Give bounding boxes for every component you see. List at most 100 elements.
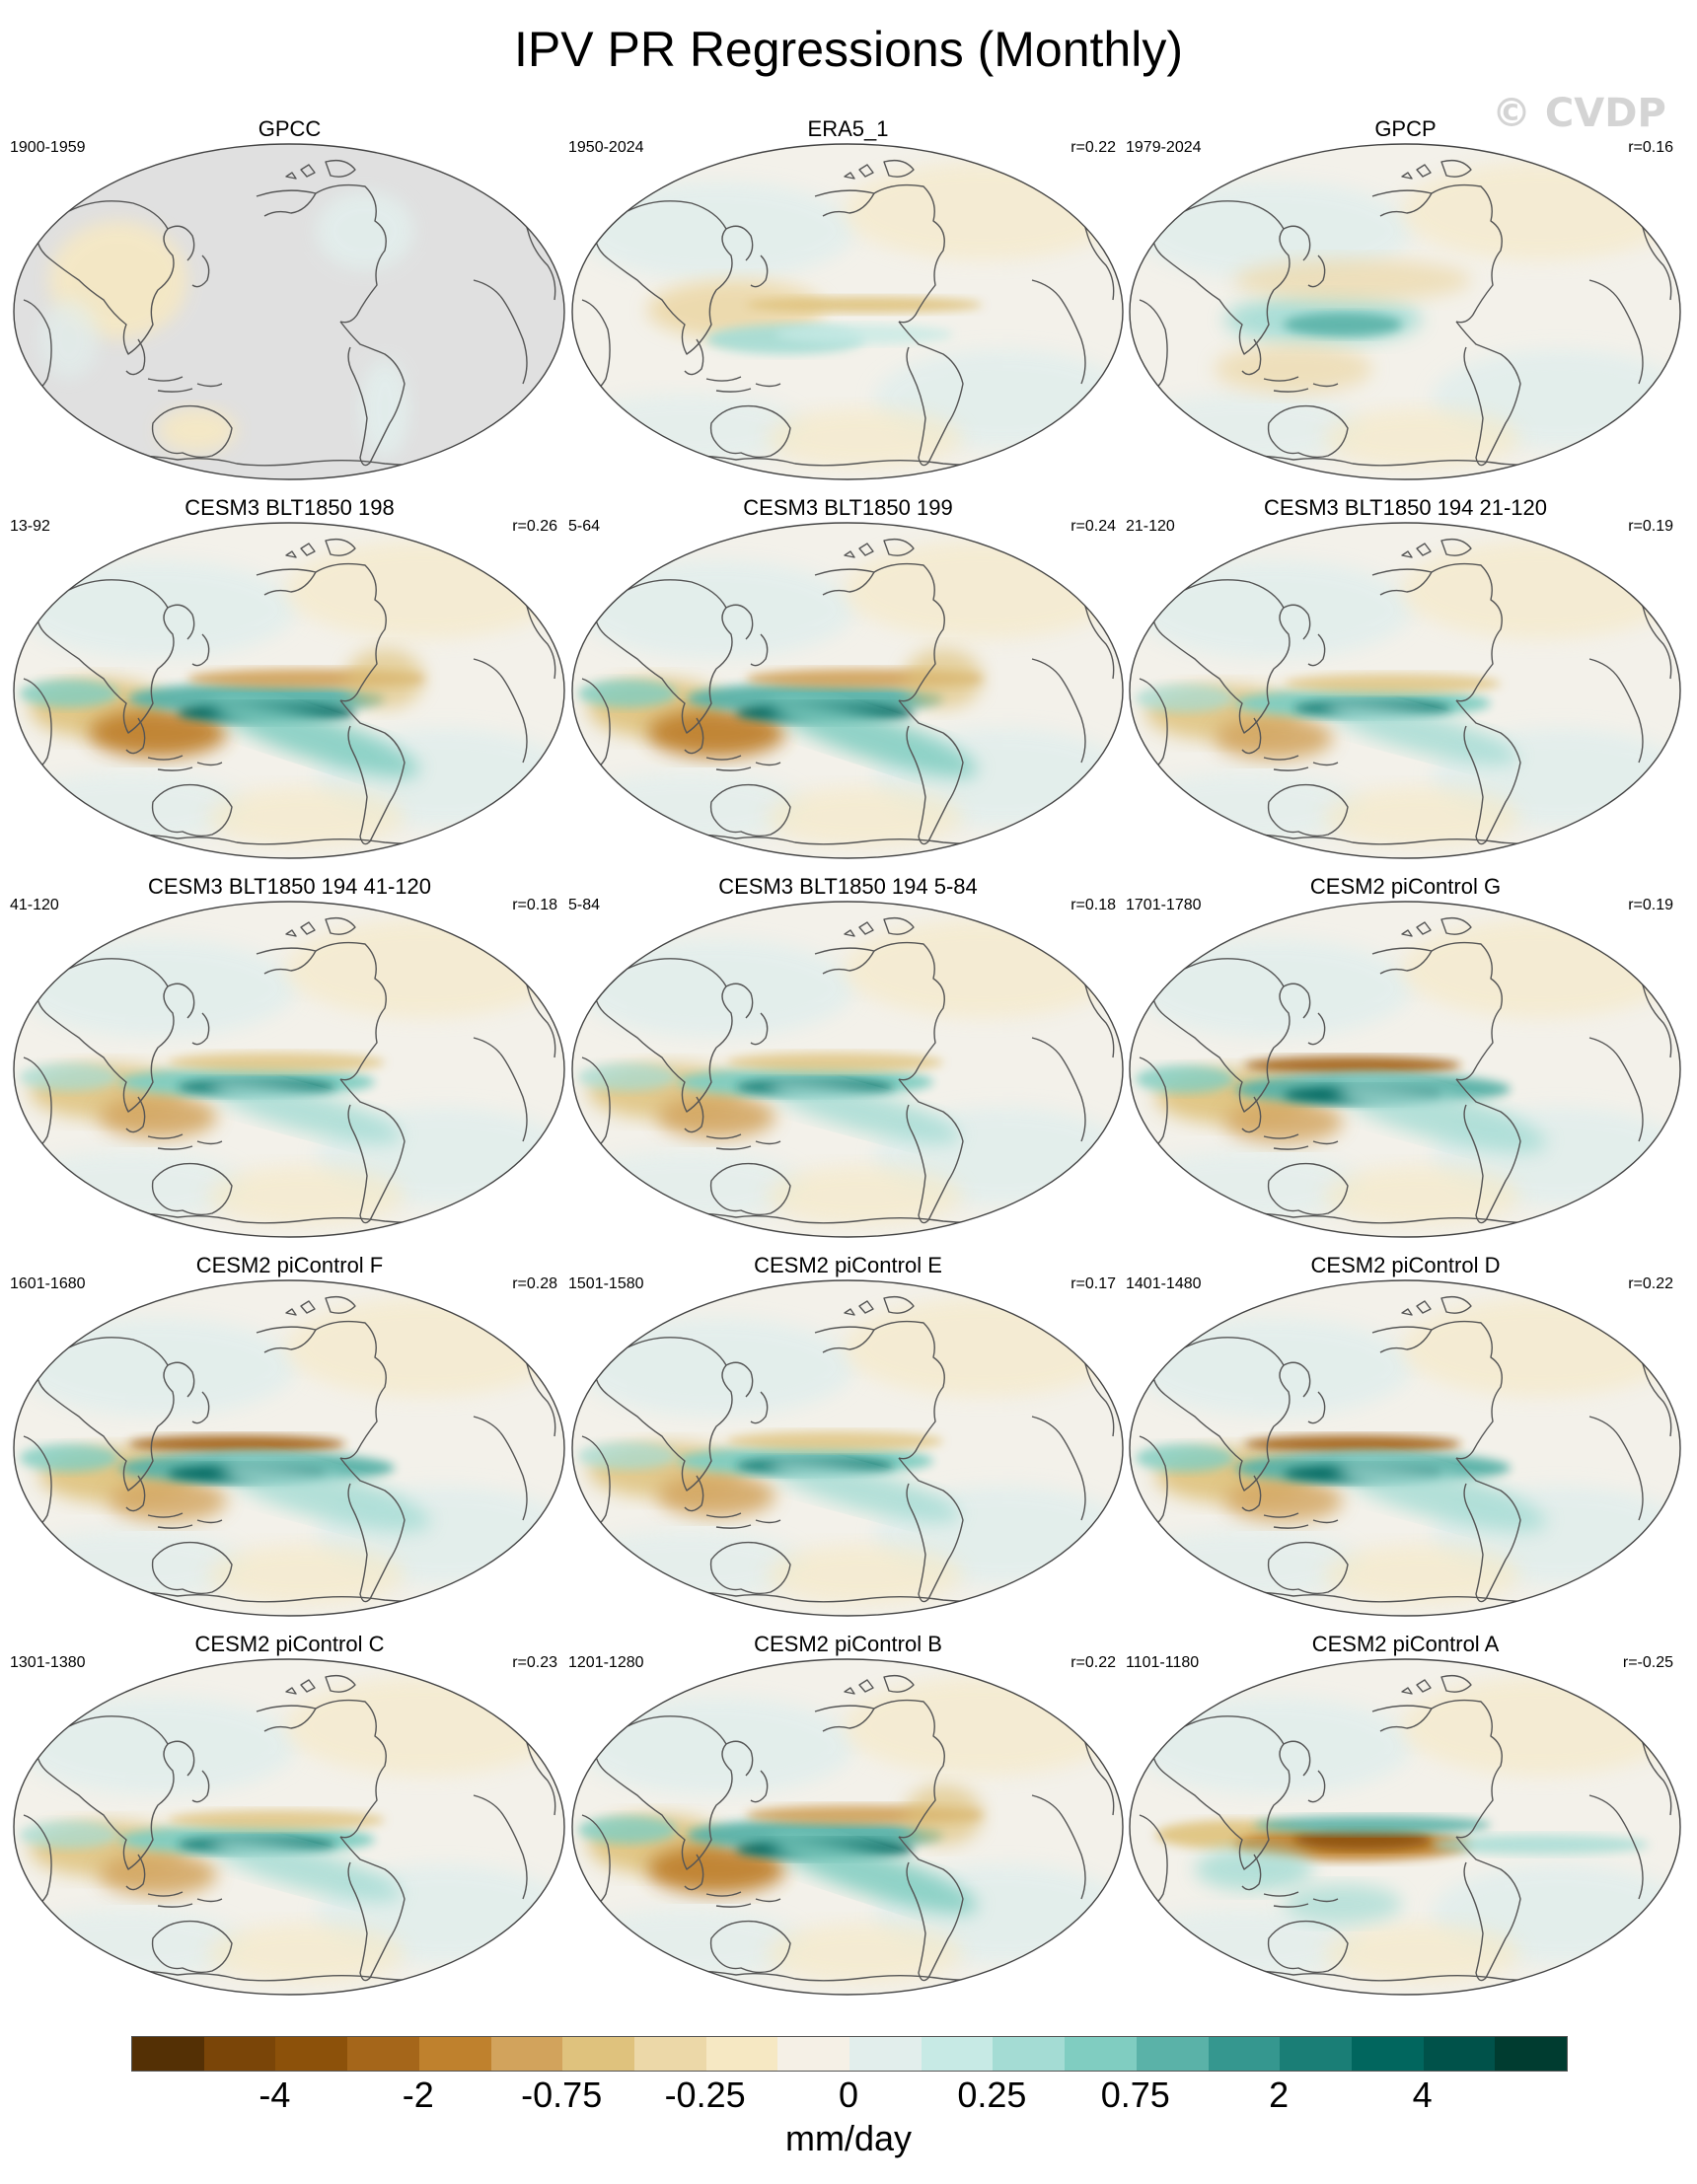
map-panel: CESM3 BLT1850 194 21-120 21-120 r=0.19: [1126, 495, 1685, 865]
panel-title: CESM2 piControl E: [754, 1253, 942, 1277]
precip-anomaly: [39, 300, 99, 379]
cvdp-watermark: © CVDP: [1492, 91, 1666, 136]
colorbar-units: mm/day: [784, 2118, 913, 2158]
map-border: [13, 901, 565, 1238]
panel-years: 1950-2024: [568, 139, 644, 156]
regression-map: [1129, 1279, 1681, 1617]
precip-anomaly: [1234, 258, 1471, 302]
regression-map: [13, 522, 565, 859]
colorbar-swatch: [1495, 2037, 1568, 2071]
precip-anomaly: [1224, 1100, 1343, 1143]
colorbar-swatch: [1136, 2037, 1209, 2071]
colorbar-tick-label: 4: [1412, 2075, 1433, 2115]
precip-anomaly: [746, 297, 983, 313]
precip-anomaly: [578, 560, 854, 659]
colorbar-swatch: [993, 2037, 1066, 2071]
panel-years: 5-64: [568, 518, 601, 535]
panel-title: CESM2 piControl F: [195, 1253, 384, 1277]
precip-anomaly: [1195, 1848, 1313, 1891]
precip-anomaly: [578, 1442, 677, 1470]
precip-anomaly: [578, 182, 854, 280]
precip-anomaly: [1402, 1298, 1678, 1397]
colorbar-swatch: [490, 2037, 563, 2071]
precip-anomaly: [20, 939, 296, 1038]
panel-correlation: r=0.19: [1628, 518, 1673, 535]
regression-map: [571, 1279, 1124, 1617]
precip-anomaly: [220, 1459, 431, 1532]
precip-anomaly: [345, 649, 424, 708]
precip-anomaly: [1244, 1056, 1461, 1074]
map-panel: ERA5_1 1950-2024 r=0.22: [568, 116, 1128, 486]
panel-correlation: r=0.28: [512, 1275, 557, 1292]
panel-correlation: r=0.22: [1628, 1275, 1673, 1292]
precip-anomaly: [168, 1810, 385, 1830]
precip-anomaly: [1402, 919, 1678, 1018]
precip-anomaly: [210, 1837, 402, 1902]
map-panel: GPCP 1979-2024 r=0.16: [1126, 116, 1685, 486]
precip-anomaly: [1402, 1677, 1678, 1776]
colorbar-swatch: [275, 2037, 348, 2071]
regression-map: [571, 143, 1124, 480]
precip-anomaly: [1402, 162, 1678, 260]
precip-anomaly: [572, 772, 805, 841]
colorbar-swatch: [203, 2037, 276, 2071]
precip-anomaly: [657, 1474, 775, 1517]
precip-anomaly: [1336, 1459, 1547, 1532]
map-border: [13, 1658, 565, 1996]
panel-years: 1501-1580: [568, 1275, 644, 1292]
panel-title: GPCP: [1374, 116, 1437, 141]
precip-anomaly: [578, 1063, 677, 1091]
precip-anomaly: [20, 680, 118, 707]
precip-anomaly: [1136, 560, 1412, 659]
panel-years: 1900-1959: [10, 139, 86, 156]
regression-map: [571, 1658, 1124, 1996]
colorbar-swatch: [849, 2037, 922, 2071]
precip-anomaly: [14, 1909, 247, 1978]
regression-map: [571, 522, 1124, 859]
colorbar-tick-label: -0.25: [664, 2075, 746, 2115]
precip-anomaly: [726, 1053, 943, 1072]
precip-anomaly: [316, 191, 414, 270]
precip-anomaly: [20, 1697, 296, 1795]
precip-anomaly: [904, 1785, 983, 1845]
panel-title: CESM2 piControl D: [1310, 1253, 1501, 1277]
map-panel: CESM2 piControl E 1501-1580 r=0.17: [568, 1253, 1128, 1623]
precip-anomaly: [1293, 1830, 1432, 1850]
panel-title: CESM3 BLT1850 199: [743, 495, 953, 520]
map-border: [1129, 901, 1681, 1238]
map-border: [1129, 143, 1681, 480]
precip-anomaly: [14, 1530, 247, 1599]
precip-anomaly: [657, 1095, 775, 1138]
colorbar-tick-label: 0.25: [957, 2075, 1027, 2115]
precip-anomaly: [572, 1151, 805, 1220]
precip-anomaly: [1136, 1065, 1234, 1093]
precip-anomaly: [1136, 1697, 1412, 1795]
precip-anomaly: [1130, 1530, 1363, 1599]
colorbar-swatch: [705, 2037, 778, 2071]
panel-title: CESM3 BLT1850 198: [184, 495, 395, 520]
precip-anomaly: [647, 1845, 785, 1894]
precip-anomaly: [766, 408, 963, 468]
precip-anomaly: [572, 1530, 805, 1599]
precip-anomaly: [775, 325, 953, 344]
map-panel: CESM3 BLT1850 198 13-92 r=0.26: [10, 495, 569, 865]
panel-title: CESM3 BLT1850 194 41-120: [148, 874, 431, 899]
map-panel: CESM3 BLT1850 194 5-84 5-84 r=0.18: [568, 874, 1128, 1244]
precip-anomaly: [212, 698, 419, 777]
precip-anomaly: [207, 1166, 405, 1225]
precip-anomaly: [845, 541, 1121, 639]
panel-years: 1301-1380: [10, 1654, 86, 1671]
colorbar-swatch: [132, 2037, 204, 2071]
precip-anomaly: [771, 698, 978, 777]
panel-title: CESM2 piControl G: [1309, 874, 1502, 899]
panel-correlation: r=0.23: [512, 1654, 557, 1671]
precip-anomaly: [168, 1053, 385, 1072]
precip-anomaly: [1323, 408, 1520, 468]
colorbar-tick-label: 2: [1269, 2075, 1290, 2115]
colorbar-tick-label: -0.75: [521, 2075, 603, 2115]
precip-anomaly: [360, 359, 409, 458]
precip-anomaly: [14, 1151, 247, 1220]
precip-anomaly: [1284, 674, 1501, 693]
precip-anomaly: [14, 772, 247, 841]
panel-title: CESM3 BLT1850 194 21-120: [1264, 495, 1547, 520]
